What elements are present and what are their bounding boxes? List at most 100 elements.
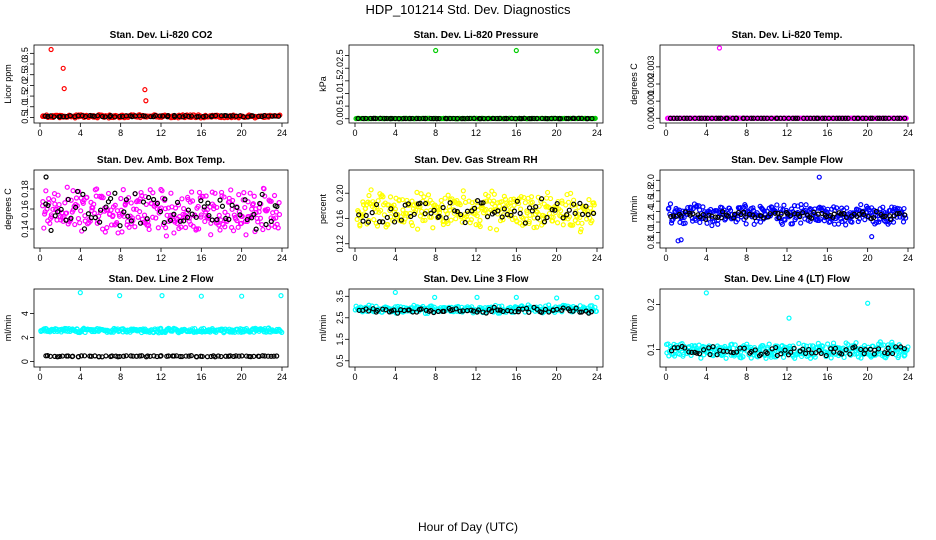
data-point bbox=[727, 207, 734, 214]
data-point bbox=[894, 115, 901, 121]
data-point bbox=[479, 202, 485, 209]
data-point bbox=[526, 205, 533, 211]
y-tick-label: 2.0 bbox=[20, 79, 30, 92]
data-point bbox=[396, 197, 403, 203]
data-point bbox=[442, 195, 448, 201]
data-point bbox=[843, 222, 849, 228]
data-point bbox=[696, 115, 702, 121]
data-point bbox=[867, 115, 874, 121]
data-point bbox=[796, 340, 802, 347]
data-point bbox=[414, 309, 420, 315]
data-point bbox=[471, 205, 478, 211]
y-tick-label: 0.003 bbox=[646, 56, 656, 79]
x-tick-label: 12 bbox=[782, 128, 792, 138]
data-point bbox=[167, 217, 174, 223]
data-point bbox=[468, 307, 474, 313]
y-tick-label: 0.5 bbox=[335, 355, 345, 368]
data-point bbox=[508, 212, 514, 218]
data-point bbox=[160, 113, 166, 119]
data-point bbox=[508, 196, 514, 203]
data-point bbox=[825, 341, 831, 347]
data-point bbox=[238, 220, 245, 226]
data-point bbox=[46, 196, 52, 202]
data-point bbox=[47, 353, 53, 359]
data-point bbox=[500, 308, 506, 315]
y-axis-label: ml/min bbox=[3, 315, 13, 342]
y-tick-label: 0.0 bbox=[335, 112, 345, 125]
data-point bbox=[222, 209, 228, 215]
data-point bbox=[682, 220, 688, 226]
data-point bbox=[803, 202, 809, 208]
data-point bbox=[162, 196, 168, 202]
data-point bbox=[213, 112, 219, 119]
data-point bbox=[275, 225, 281, 231]
data-point bbox=[560, 305, 566, 311]
y-tick-label: 4 bbox=[20, 311, 30, 316]
data-point bbox=[229, 206, 235, 212]
data-point bbox=[792, 211, 798, 217]
data-point bbox=[696, 351, 703, 357]
x-tick-label: 20 bbox=[552, 372, 562, 382]
data-point bbox=[114, 219, 120, 226]
data-point bbox=[186, 113, 192, 119]
data-point bbox=[802, 350, 809, 357]
y-tick-label: 1.6 bbox=[646, 195, 656, 208]
data-point bbox=[464, 115, 471, 122]
data-point bbox=[522, 200, 528, 206]
data-point bbox=[585, 212, 591, 218]
data-point bbox=[182, 224, 189, 231]
data-point bbox=[774, 202, 780, 208]
data-point bbox=[820, 343, 826, 350]
data-point bbox=[743, 221, 749, 227]
data-point bbox=[68, 197, 74, 203]
x-tick-label: 20 bbox=[863, 253, 873, 263]
data-point bbox=[159, 188, 165, 194]
data-point bbox=[163, 225, 169, 231]
data-point bbox=[521, 115, 528, 121]
data-point bbox=[365, 219, 371, 225]
data-point bbox=[42, 113, 48, 119]
x-tick-label: 12 bbox=[782, 372, 792, 382]
data-point bbox=[212, 354, 218, 360]
data-point bbox=[59, 353, 65, 359]
data-point bbox=[838, 211, 844, 217]
data-point bbox=[666, 205, 672, 211]
data-point bbox=[103, 353, 109, 359]
data-point bbox=[94, 186, 100, 192]
data-point bbox=[887, 216, 893, 222]
data-point bbox=[839, 351, 845, 357]
data-point bbox=[422, 200, 429, 207]
data-point bbox=[689, 343, 695, 349]
data-point bbox=[483, 310, 489, 316]
x-tick-label: 4 bbox=[78, 372, 83, 382]
panel-title: Stan. Dev. Li-820 Temp. bbox=[732, 30, 843, 41]
y-tick-label: 1.5 bbox=[20, 90, 30, 103]
data-point bbox=[889, 350, 896, 357]
data-point bbox=[171, 114, 178, 120]
y-axis-label: degrees C bbox=[629, 63, 639, 105]
data-point bbox=[231, 353, 237, 360]
data-point bbox=[387, 194, 394, 200]
data-point bbox=[125, 213, 131, 219]
data-point bbox=[206, 212, 212, 219]
y-tick-label: 0.16 bbox=[335, 210, 345, 228]
x-tick-label: 20 bbox=[863, 128, 873, 138]
data-point bbox=[791, 203, 798, 209]
data-point bbox=[161, 219, 167, 226]
data-point bbox=[360, 115, 366, 122]
data-point bbox=[200, 114, 206, 120]
y-tick-label: 1.2 bbox=[646, 216, 656, 229]
data-point bbox=[679, 208, 686, 214]
data-point bbox=[229, 202, 235, 208]
data-point bbox=[800, 346, 806, 352]
data-point bbox=[780, 354, 787, 360]
data-point bbox=[781, 202, 787, 208]
data-point bbox=[684, 115, 690, 121]
data-point bbox=[724, 115, 730, 121]
data-point bbox=[259, 221, 265, 228]
data-point bbox=[871, 215, 877, 221]
data-point bbox=[44, 352, 51, 359]
data-point bbox=[217, 227, 223, 233]
data-point bbox=[701, 347, 707, 353]
data-point bbox=[265, 353, 271, 359]
